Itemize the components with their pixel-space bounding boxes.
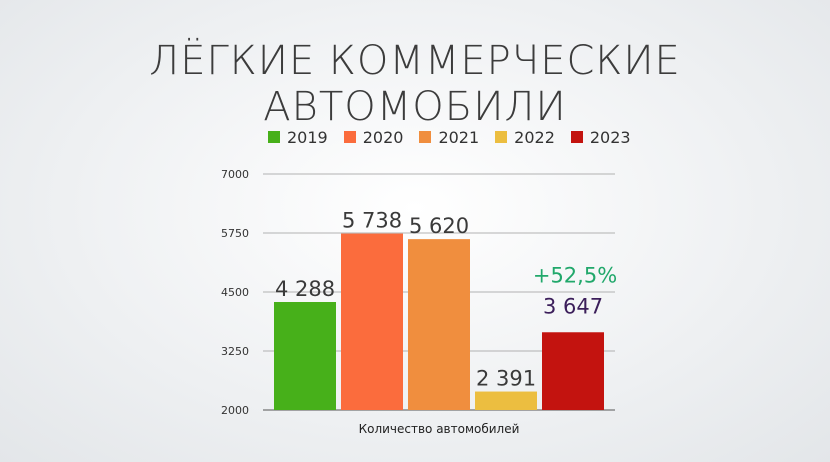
legend-item-2022: 2022 xyxy=(495,128,555,147)
bar-2019 xyxy=(274,302,336,410)
legend-item-2023: 2023 xyxy=(570,127,631,147)
growth-annotation: +52,5% xyxy=(533,263,617,287)
y-tick-label: 2000 xyxy=(221,404,249,417)
legend-swatch xyxy=(495,131,508,143)
legend-label: 2021 xyxy=(438,127,480,147)
legend-swatch xyxy=(343,131,356,143)
y-tick-label: 3250 xyxy=(221,345,249,358)
y-tick-label: 5750 xyxy=(221,227,249,240)
legend-item-2020: 2020 xyxy=(343,127,404,147)
data-label-2022: 2 391 xyxy=(476,367,536,391)
chart-legend: 2019 2020 2021 2022 2023 xyxy=(268,126,631,148)
data-label-2023: 3 647 xyxy=(543,294,603,318)
bar-2021 xyxy=(408,239,470,410)
y-tick-label: 7000 xyxy=(221,168,249,181)
legend-item-2021: 2021 xyxy=(419,128,479,147)
legend-swatch xyxy=(570,131,583,143)
bar-2023 xyxy=(542,332,604,410)
legend-swatch xyxy=(419,131,432,143)
x-axis-label: Количество автомобилей xyxy=(359,422,520,436)
legend-label: 2023 xyxy=(589,127,631,147)
y-tick-label: 4500 xyxy=(221,286,249,299)
data-label-2020: 5 738 xyxy=(342,209,402,233)
bar-2020 xyxy=(341,233,403,410)
data-label-2021: 5 620 xyxy=(409,214,469,238)
legend-swatch xyxy=(268,131,280,143)
page-title: ЛЁГКИЕ КОММЕРЧЕСКИЕ АВТОМОБИЛИ xyxy=(149,38,681,130)
data-label-2019: 4 288 xyxy=(275,277,335,301)
bar-2022 xyxy=(475,391,537,410)
legend-label: 2020 xyxy=(362,127,404,147)
legend-label: 2022 xyxy=(514,127,555,147)
legend-label: 2019 xyxy=(287,127,328,147)
legend-item-2019: 2019 xyxy=(268,128,328,147)
